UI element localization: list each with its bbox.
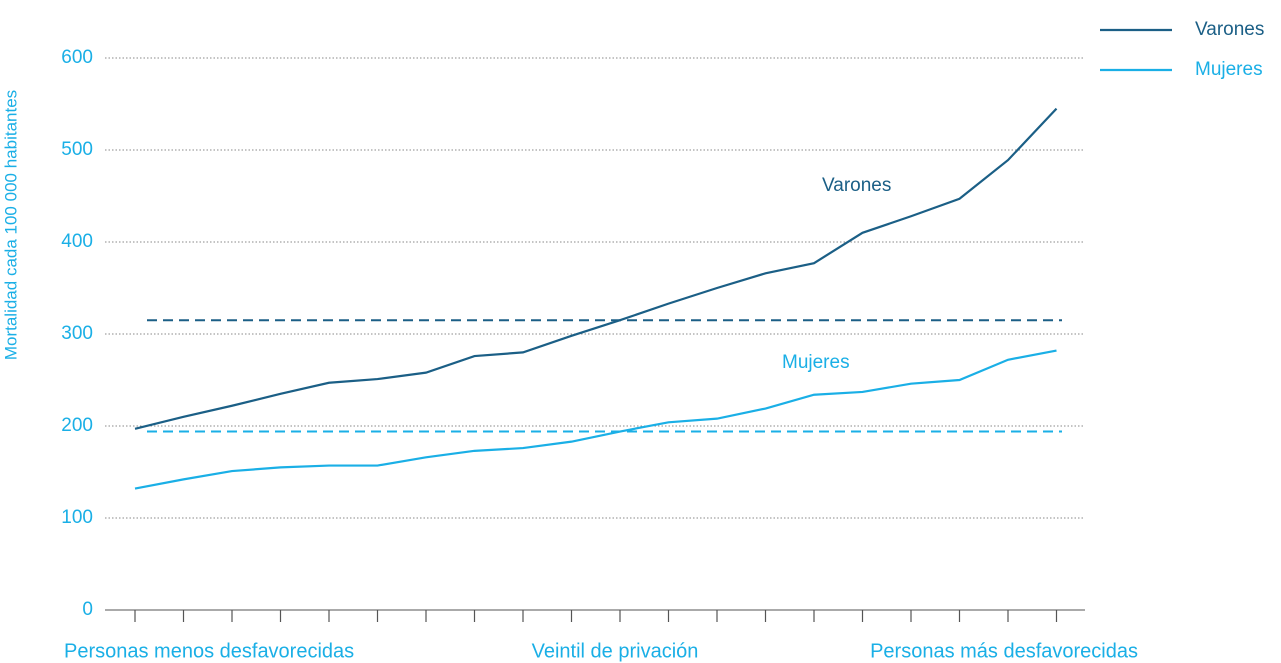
x-axis-label: Veintil de privación [532,640,699,662]
y-tick-label: 300 [61,323,93,344]
x-axis-label: Personas menos desfavorecidas [64,640,354,662]
y-tick-label: 100 [61,507,93,528]
x-axis-label: Personas más desfavorecidas [870,640,1138,662]
y-tick-label: 0 [82,599,93,620]
series-line [134,107,1058,430]
annotation: Varones [822,175,891,196]
annotation: Mujeres [782,352,850,373]
legend-label: Varones [1195,19,1264,40]
series-line [134,349,1057,490]
y-tick-label: 600 [61,47,93,68]
legend-label: Mujeres [1195,59,1263,80]
y-tick-label: 200 [61,415,93,436]
y-tick-label: 500 [61,139,93,160]
y-axis-title: Mortalidad cada 100 000 habitantes [1,90,20,360]
y-tick-label: 400 [61,231,93,252]
